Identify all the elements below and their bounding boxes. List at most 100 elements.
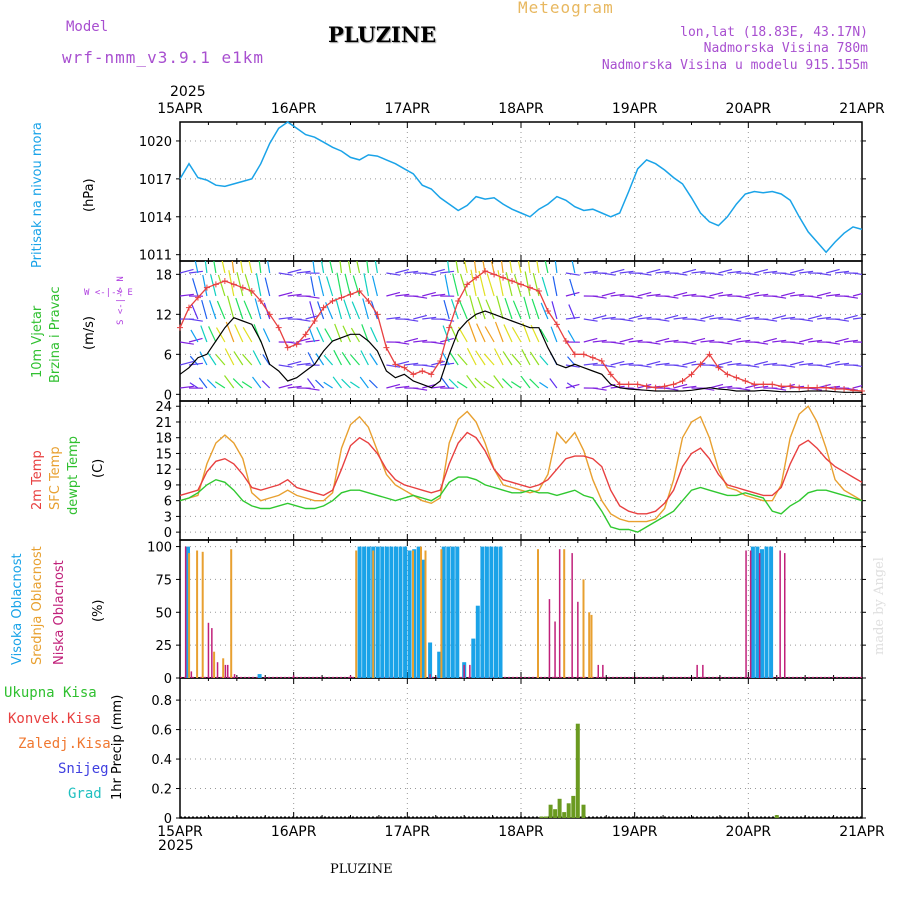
wind-arrow [252,350,262,366]
wind-arrow [326,276,334,297]
wind-arrow [517,261,522,274]
model-name: wrf-nmm_v3.9.1 e1km [62,48,265,67]
legend-hail: Grad [68,786,102,802]
wind-arrow [565,364,580,368]
high-cloud-bar [407,550,412,678]
wind-arrow [745,291,760,297]
wind-arrow [350,354,360,366]
gust-marker [311,318,318,324]
wind-arrow [583,270,598,274]
wind-arrow [458,300,468,320]
wind-arrow [504,297,513,320]
wind-arrow [610,341,625,345]
gust-marker [329,298,336,304]
ytick-label: 1011 [139,249,172,264]
wind-arrow [772,387,787,391]
ytick-label: 0.8 [151,694,172,709]
wind-arrow [305,339,320,343]
low-cloud-bar [292,675,295,678]
wind-arrow [718,341,733,345]
high-cloud-bar [403,546,408,678]
low-cloud-bar [349,675,352,678]
wind-arrow [745,316,760,320]
wind-arrow [664,339,679,343]
wind-arrow [536,261,540,274]
wind-arrow [329,261,334,274]
wind-arrow [349,381,360,389]
xtick-label-top: 18APR [498,101,544,117]
gust-marker [464,281,471,288]
wind-arrow [422,383,436,389]
xtick-label-bottom: 15APR [157,824,203,840]
xtick-label-bottom: 19APR [612,824,658,840]
wind-arrow [637,316,652,320]
wind-arrow [189,355,199,366]
gust-marker [661,383,668,390]
wind-arrow [512,300,522,320]
wind-arrow [497,270,504,297]
wind-arrow [601,316,616,320]
wind-arrow [305,314,320,320]
wind-arrow [361,324,369,343]
wind-arrow [287,268,302,274]
high-cloud-bar [764,546,769,678]
gust-marker [509,278,516,284]
wind-arrow [254,298,262,320]
wind-arrow [727,362,742,366]
low-cloud-bar [554,621,556,678]
wind-arrow [817,272,832,276]
wind-arrow [539,328,549,343]
wind-arrow [431,268,445,274]
ytick-label: 9 [164,479,172,494]
low-cloud-bar [207,622,210,678]
wind-arrow [682,360,697,366]
ytick-label: 0.2 [151,783,172,798]
gust-marker [473,274,480,281]
wind-arrow [825,360,840,366]
wind-arrow [231,261,235,274]
ytick-label: 15 [155,447,172,462]
high-cloud-bar [384,546,389,678]
wind-arrow [637,291,652,297]
wind-arrow [422,272,437,276]
wind-arrow [549,378,558,389]
gust-marker [643,383,650,390]
mid-cloud-bar [582,579,585,678]
low-cloud-bar [190,671,193,678]
high-cloud-bar [455,546,460,678]
wind-arrow [215,354,226,366]
wind-arrow [360,350,369,366]
wind-arrow [700,339,715,343]
gust-marker [751,381,758,388]
wind-arrow [565,272,580,276]
wind-arrow [569,278,576,297]
wind-arrow [336,272,343,297]
low-cloud-bar [224,664,227,678]
wind-arrow [216,300,226,320]
gust-marker [859,388,865,394]
low-cloud-bar [184,546,187,678]
low-cloud-bar [779,550,781,678]
wind-arrow [404,318,419,322]
wind-arrow [799,362,814,366]
wind-arrow [502,351,513,366]
wind-arrow [844,339,858,343]
wind-arrow [204,261,208,274]
wind-arrow [664,314,679,320]
wind-arrow [483,380,495,389]
wind-arrow [727,270,742,274]
low-cloud-bar [702,664,704,678]
wind-arrow [513,274,522,297]
wind-arrow [655,362,670,366]
gust-marker [625,381,632,388]
gust-marker [203,284,210,291]
high-cloud-bar [475,605,480,678]
wind-arrow [494,321,504,343]
wind-arrow [583,318,598,322]
wind-arrow [305,387,320,391]
wind-arrow [550,326,558,343]
wind-arrow [242,326,253,343]
wind-arrow [233,351,244,366]
wind-compass-we: W <-|-> E [84,288,133,298]
wind-arrow [736,295,751,299]
